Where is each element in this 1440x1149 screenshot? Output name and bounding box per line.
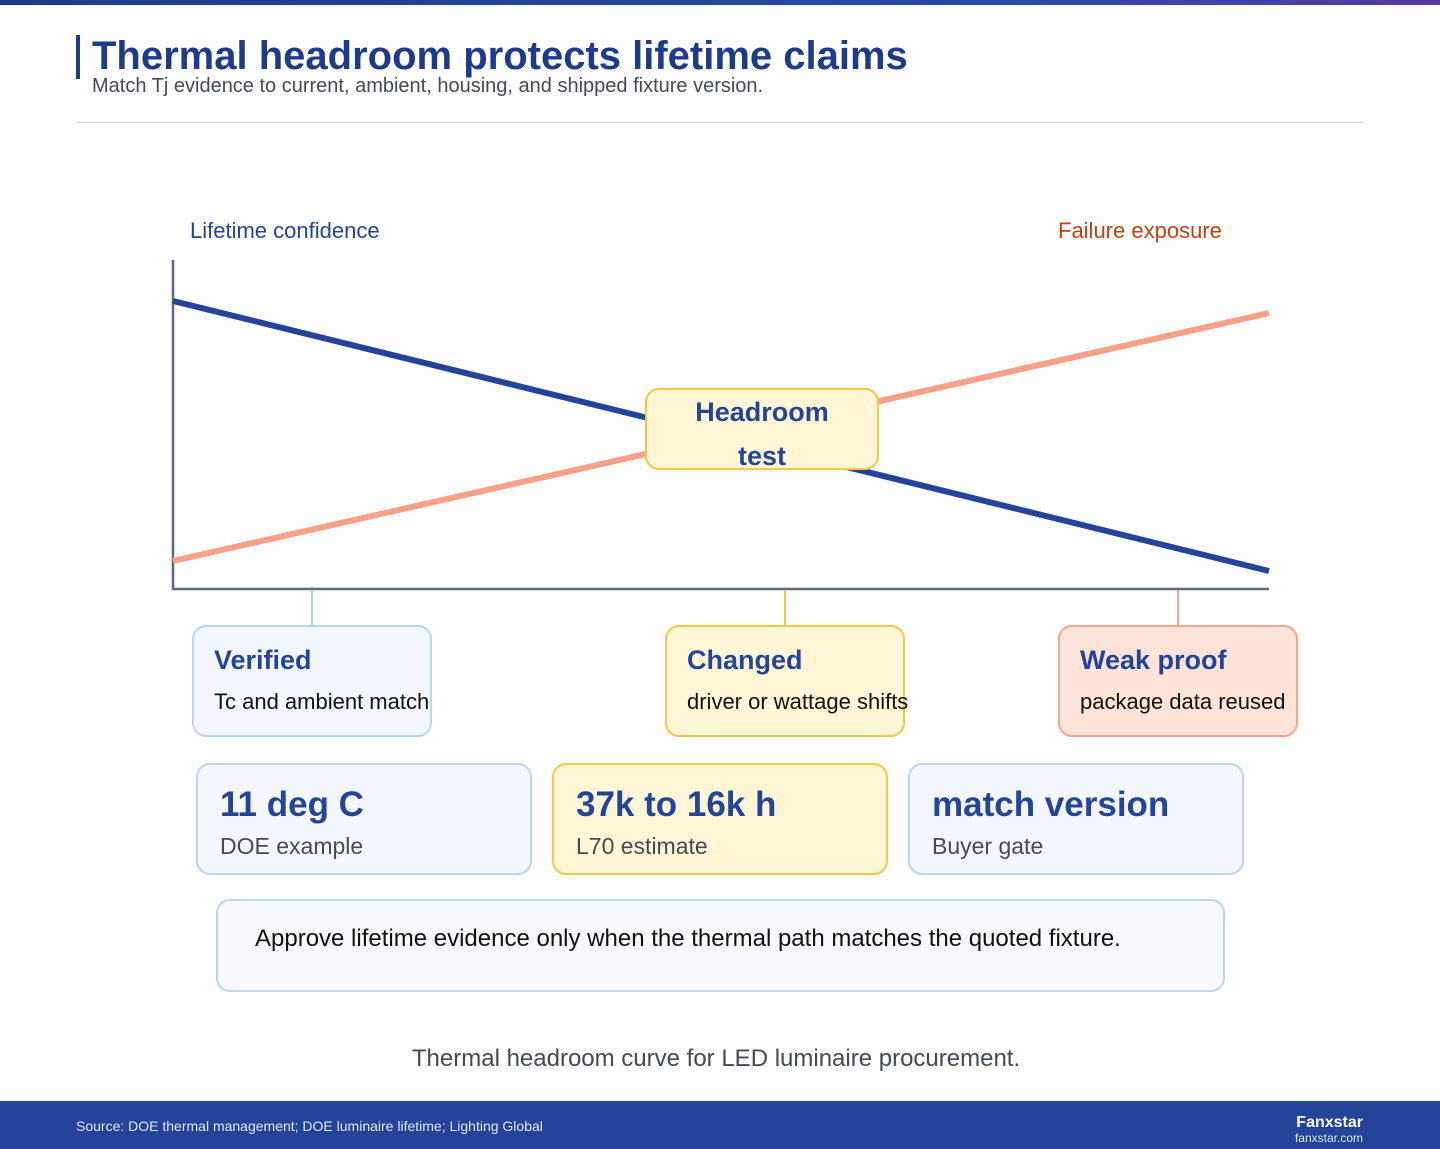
lifetime-confidence-label: Lifetime confidence — [190, 218, 380, 243]
failure-exposure-label: Failure exposure — [1058, 218, 1222, 243]
approval-note-text: Approve lifetime evidence only when the … — [255, 925, 1121, 952]
metric-value: 11 deg C — [220, 785, 364, 824]
metric-card-temperature: 11 deg C DOE example — [196, 763, 532, 875]
verified-card: Verified Tc and ambient match — [192, 625, 432, 737]
verified-card-text: Tc and ambient match — [214, 689, 430, 714]
weak-proof-card-title: Weak proof — [1080, 645, 1227, 675]
metric-card-l70: 37k to 16k h L70 estimate — [552, 763, 888, 875]
metric-label: L70 estimate — [576, 833, 708, 859]
metric-value: match version — [932, 785, 1170, 824]
headroom-test-box: Headroom test — [645, 388, 879, 471]
footer-site: fanxstar.com — [1294, 1131, 1363, 1145]
title-accent-mark — [76, 35, 80, 79]
footer-brand: Fanxstar — [1296, 1114, 1363, 1131]
headroom-test-line2: test — [737, 441, 786, 471]
weak-proof-card-text: package data reused — [1080, 689, 1286, 714]
metric-value: 37k to 16k h — [576, 785, 777, 824]
page-subtitle: Match Tj evidence to current, ambient, h… — [92, 75, 764, 97]
metric-label: DOE example — [220, 833, 364, 859]
changed-card: Changed driver or wattage shifts — [665, 625, 908, 737]
changed-card-text: driver or wattage shifts — [687, 689, 909, 714]
footer-bar: Source: DOE thermal management; DOE lumi… — [0, 1101, 1440, 1149]
metric-label: Buyer gate — [932, 833, 1044, 859]
approval-note: Approve lifetime evidence only when the … — [216, 899, 1225, 992]
verified-card-title: Verified — [214, 645, 312, 675]
headroom-test-line1: Headroom — [695, 397, 829, 427]
page-title: Thermal headroom protects lifetime claim… — [92, 34, 908, 78]
top-accent-bar — [0, 0, 1440, 5]
header-divider — [76, 122, 1364, 123]
changed-card-title: Changed — [687, 645, 803, 675]
weak-proof-card: Weak proof package data reused — [1058, 625, 1298, 737]
figure-caption: Thermal headroom curve for LED luminaire… — [411, 1045, 1021, 1072]
footer-source: Source: DOE thermal management; DOE lumi… — [76, 1118, 543, 1134]
metric-card-buyer-gate: match version Buyer gate — [908, 763, 1244, 875]
